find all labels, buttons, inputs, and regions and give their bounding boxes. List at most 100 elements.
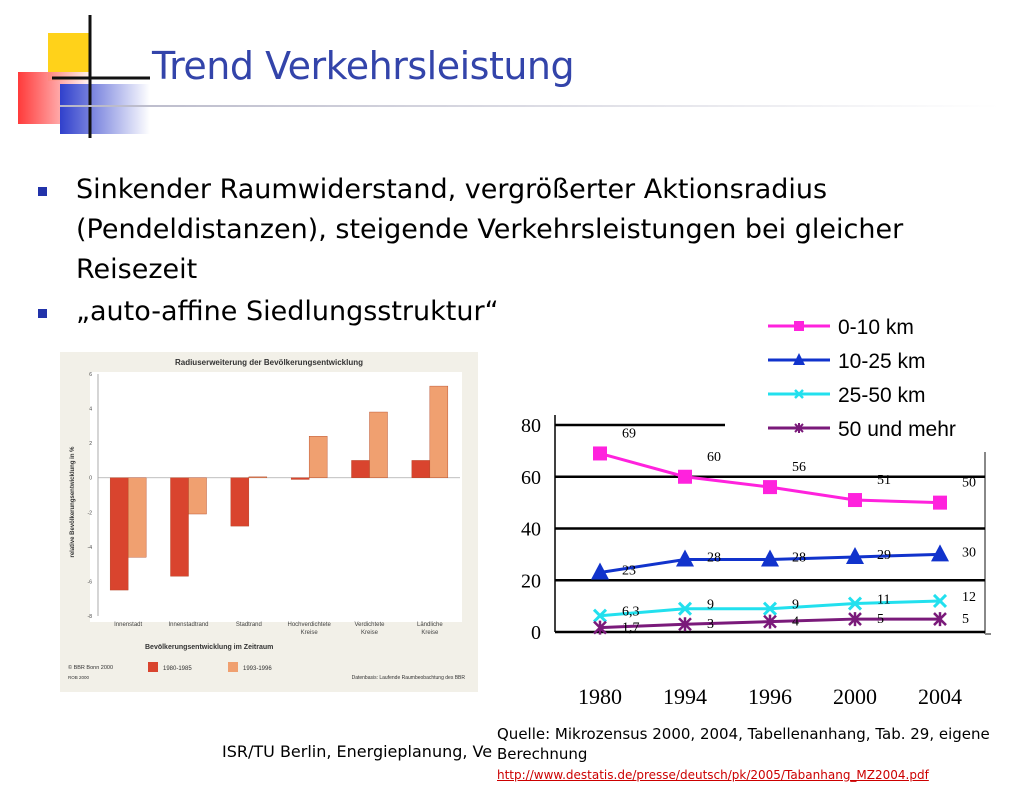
data-point: [763, 480, 777, 495]
bullet-item: „auto-affine Siedlungsstruktur“: [38, 292, 998, 332]
source-text: Quelle: Mikrozensus 2000, 2004, Tabellen…: [497, 725, 990, 763]
bar: [230, 477, 250, 527]
bullet-text: „auto-affine Siedlungsstruktur“: [76, 296, 499, 327]
data-label: 69: [622, 426, 636, 441]
x-tick-label: Stadtrand: [236, 622, 262, 628]
x-tick-label: Kreise: [361, 630, 379, 636]
x-tick-label: Innenstadtrand: [168, 622, 208, 628]
x-tick-label: 2004: [918, 684, 962, 709]
data-label: 5: [877, 612, 884, 627]
datasource-text: Datenbasis: Laufende Raumbeobachtung des…: [352, 675, 466, 681]
legend-label: 0-10 km: [838, 316, 914, 339]
y-tick-label: 0: [89, 476, 92, 482]
legend-swatch: [148, 662, 158, 672]
data-label: 9: [707, 598, 714, 613]
x-tick-label: 2000: [833, 684, 877, 709]
bar-chart-title: Radiuserweiterung der Bevölkerungsentwic…: [175, 358, 363, 367]
credit-text: ROB 2000: [68, 675, 90, 680]
bullet-icon: [38, 309, 47, 318]
legend-label: 25-50 km: [838, 384, 926, 407]
bar: [290, 477, 310, 480]
credit-text: © BBR Bonn 2000: [68, 664, 113, 671]
data-label: 30: [962, 545, 976, 560]
data-label: 12: [962, 590, 976, 605]
legend-label: 1980-1985: [163, 666, 192, 672]
data-point: [846, 546, 864, 564]
data-label: 28: [792, 551, 806, 566]
legend-label: 10-25 km: [838, 350, 926, 373]
data-label: 50: [962, 476, 976, 491]
page-title: Trend Verkehrsleistung: [152, 44, 575, 88]
data-point: [847, 596, 863, 611]
legend-marker: [794, 321, 804, 331]
y-tick-label: 0: [531, 622, 541, 644]
bar-chart-figure: Radiuserweiterung der Bevölkerungsentwic…: [60, 352, 478, 692]
data-point: [593, 620, 607, 635]
data-point: [932, 593, 948, 609]
bullet-icon: [38, 187, 47, 196]
y-tick-label: -8: [88, 614, 93, 620]
y-tick-label: -6: [88, 579, 93, 585]
x-tick-label: 1994: [663, 684, 707, 709]
data-point: [591, 562, 609, 580]
data-label: 56: [792, 460, 806, 475]
legend-label: 1993-1996: [243, 666, 272, 672]
data-label: 4: [792, 615, 799, 630]
data-label: 23: [622, 563, 636, 578]
data-label: 60: [707, 450, 721, 465]
source-note: Quelle: Mikrozensus 2000, 2004, Tabellen…: [497, 724, 1017, 785]
title-divider: [60, 105, 1000, 107]
legend-marker: [794, 423, 804, 433]
bar: [351, 460, 370, 478]
x-axis-label: Bevölkerungsentwicklung im Zeitraum: [145, 644, 273, 651]
y-tick-label: 40: [521, 519, 541, 541]
line-chart: 0 20 40 60 80 1980 1994 1996 2000 2004 69 60 56 51 50 2…: [521, 312, 995, 709]
legend-swatch: [228, 662, 238, 672]
data-point: [763, 614, 777, 629]
y-tick-label: 80: [521, 415, 541, 437]
bullet-text: Sinkender Raumwiderstand, vergrößerter A…: [76, 174, 904, 285]
x-tick-label: Kreise: [421, 630, 439, 636]
data-point: [678, 617, 692, 632]
x-tick-label: 1996: [748, 684, 792, 709]
data-point: [848, 493, 862, 508]
data-label: 1,7: [622, 621, 640, 636]
x-tick-label: Verdichtete: [354, 622, 385, 628]
bar: [109, 477, 129, 591]
y-tick-label: 20: [521, 570, 541, 592]
bullet-item: Sinkender Raumwiderstand, vergrößerter A…: [38, 170, 998, 290]
data-label: 11: [877, 593, 890, 608]
bar: [188, 477, 207, 515]
data-point: [933, 612, 947, 627]
data-label: 28: [707, 551, 721, 566]
x-tick-label: Hochverdichtete: [287, 622, 331, 628]
data-label: 6,3: [622, 605, 640, 620]
y-tick-label: -2: [88, 510, 93, 516]
footer-text: ISR/TU Berlin, Energieplanung, Ve: [222, 742, 493, 761]
data-label: 29: [877, 548, 891, 563]
logo: [18, 15, 150, 138]
data-point: [761, 549, 779, 567]
source-link[interactable]: http://www.destatis.de/presse/deutsch/pk…: [497, 768, 929, 782]
data-point: [762, 601, 778, 616]
data-point: [933, 495, 947, 510]
data-point: [676, 549, 694, 567]
bar: [369, 411, 388, 478]
x-tick-label: 1980: [578, 684, 622, 709]
bar: [248, 476, 268, 478]
data-point: [593, 446, 607, 461]
y-axis-label: relative Bevölkerungsentwicklung in %: [70, 446, 76, 558]
data-point: [678, 469, 692, 484]
y-tick-label: 4: [89, 407, 92, 413]
bar: [170, 477, 189, 577]
bar: [429, 385, 449, 478]
data-point: [592, 608, 608, 623]
data-label: 51: [877, 473, 891, 488]
data-label: 9: [792, 598, 799, 613]
bullet-list: Sinkender Raumwiderstand, vergrößerter A…: [38, 170, 998, 332]
y-tick-label: 60: [521, 467, 541, 489]
bar: [308, 436, 328, 478]
y-tick-label: -4: [88, 545, 93, 551]
x-tick-label: Kreise: [301, 630, 319, 636]
legend-label: 50 und mehr: [838, 418, 956, 441]
